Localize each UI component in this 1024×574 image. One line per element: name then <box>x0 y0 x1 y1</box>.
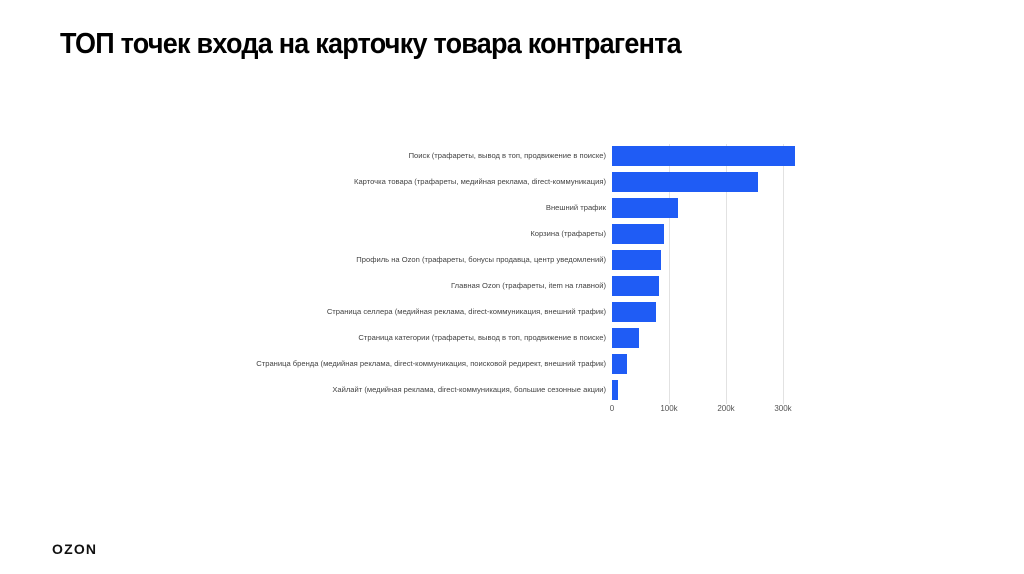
bar <box>612 328 639 348</box>
category-label: Профиль на Ozon (трафареты, бонусы прода… <box>356 255 606 264</box>
bar <box>612 198 679 218</box>
bar <box>612 354 627 374</box>
category-label: Страница категории (трафареты, вывод в т… <box>358 333 606 342</box>
category-label: Корзина (трафареты) <box>530 229 606 238</box>
gridline <box>669 144 670 404</box>
bar <box>612 250 662 270</box>
gridline <box>783 144 784 404</box>
bar <box>612 302 656 322</box>
category-label: Поиск (трафареты, вывод в топ, продвижен… <box>408 151 606 160</box>
category-label: Страница бренда (медийная реклама, direc… <box>256 359 606 368</box>
ozon-logo: OZON <box>52 541 98 557</box>
x-tick-label: 100k <box>660 404 678 413</box>
bar <box>612 224 664 244</box>
gridline <box>726 144 727 404</box>
bar <box>612 146 795 166</box>
page-title: ТОП точек входа на карточку товара контр… <box>60 28 682 60</box>
bar <box>612 380 619 400</box>
bar <box>612 172 758 192</box>
x-tick-label: 200k <box>717 404 735 413</box>
x-tick-label: 300k <box>774 404 792 413</box>
bar <box>612 276 659 296</box>
x-tick-label: 0 <box>609 404 615 413</box>
category-label: Страница селлера (медийная реклама, dire… <box>326 307 606 316</box>
category-label: Хайлайт (медийная реклама, direct-коммун… <box>332 385 606 394</box>
category-label: Внешний трафик <box>545 203 606 212</box>
category-label: Главная Ozon (трафареты, item на главной… <box>450 281 606 290</box>
category-label: Карточка товара (трафареты, медийная рек… <box>354 177 606 186</box>
